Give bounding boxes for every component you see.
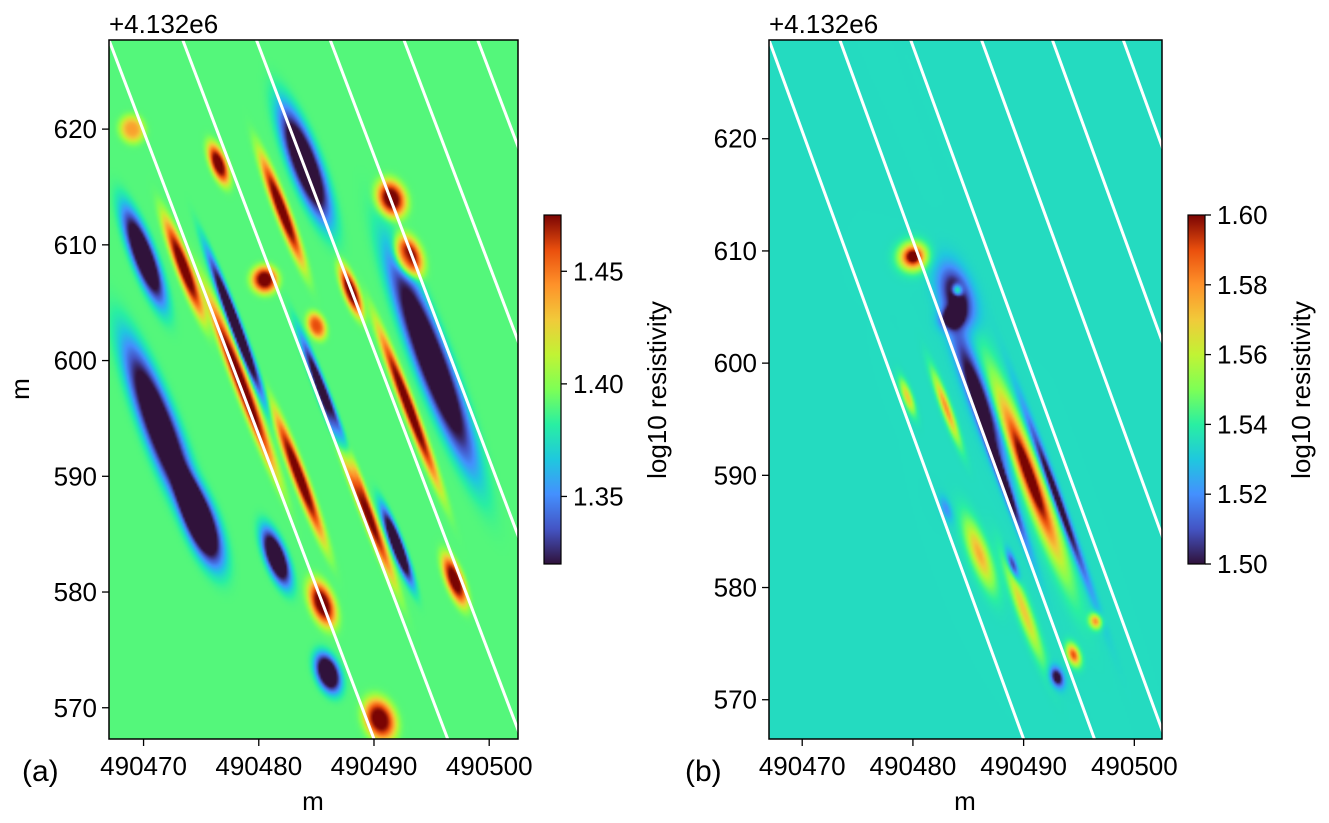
survey-line	[181, 40, 450, 739]
panel-b-x-axis: 490470 490480 490490 490500	[759, 739, 1178, 781]
colorbar-tick-label: 1.60	[1217, 200, 1268, 230]
panel-b-axes-frame	[768, 39, 1163, 740]
panel-b-resistivity-map	[769, 40, 1162, 739]
x-tick-label: 490470	[100, 751, 187, 781]
survey-line	[769, 40, 1026, 739]
y-tick-label: 570	[714, 685, 757, 715]
survey-line	[980, 40, 1162, 540]
panel-b-offset-text: +4.132e6	[769, 9, 878, 39]
panel-a-ylabel: m	[5, 378, 35, 400]
x-tick-label: 490490	[980, 751, 1067, 781]
survey-line	[255, 40, 518, 735]
y-tick-label: 590	[714, 460, 757, 490]
panel-b-colorbar-ticks: 1.50 1.52 1.54 1.56 1.58 1.60	[1205, 200, 1268, 579]
y-tick-label: 590	[54, 461, 97, 491]
y-tick-label: 600	[714, 348, 757, 378]
panel-a-colorbar-ticks: 1.35 1.40 1.45	[561, 256, 624, 511]
panel-a-label: (a)	[22, 755, 59, 788]
y-tick-label: 570	[54, 693, 97, 723]
panel-a-colorbar-gradient	[543, 214, 562, 565]
panel-a-plot-area	[109, 40, 518, 739]
y-tick-label: 620	[54, 114, 97, 144]
panel-b-colorbar-gradient	[1187, 214, 1206, 565]
x-tick-label: 490470	[759, 751, 846, 781]
y-tick-label: 620	[714, 124, 757, 154]
panel-a-axes-frame	[108, 39, 519, 740]
survey-line	[838, 40, 1096, 739]
x-tick-label: 490500	[1091, 751, 1178, 781]
colorbar-tick-label: 1.45	[573, 256, 624, 286]
x-tick-label: 490480	[870, 751, 957, 781]
panel-b-colorbar-label: log10 resistivity	[1286, 301, 1316, 479]
panel-b-colorbar: 1.50 1.52 1.54 1.56 1.58 1.60 log10 resistivi…	[1187, 200, 1316, 579]
survey-line	[402, 40, 518, 346]
x-tick-label: 490500	[446, 751, 533, 781]
panel-a-x-axis: 490470 490480 490490 490500	[100, 739, 533, 781]
panel-b-y-axis: 570 580 590 600 610 620	[714, 124, 769, 715]
y-tick-label: 600	[54, 346, 97, 376]
panel-a-y-axis: 570 580 590 600 610 620	[54, 114, 109, 723]
survey-line	[909, 40, 1162, 735]
y-tick-label: 610	[54, 230, 97, 260]
panel-a-colorbar-label: log10 resistivity	[642, 301, 672, 479]
y-tick-label: 580	[714, 573, 757, 603]
colorbar-tick-label: 1.56	[1217, 340, 1268, 370]
x-tick-label: 490480	[215, 751, 302, 781]
panel-a-colorbar: 1.35 1.40 1.45 log10 resistivity	[543, 214, 672, 565]
survey-line	[1050, 40, 1162, 346]
y-tick-label: 580	[54, 577, 97, 607]
survey-line	[109, 40, 376, 739]
panel-a-resistivity-map	[109, 40, 518, 739]
panel-b-xlabel: m	[954, 786, 976, 816]
panel-a-xlabel: m	[302, 786, 324, 816]
panel-a: +4.132e6 490470 490480 490490 490500 570 580…	[5, 9, 672, 816]
colorbar-tick-label: 1.58	[1217, 270, 1268, 300]
survey-line	[328, 40, 518, 540]
colorbar-tick-label: 1.40	[573, 369, 624, 399]
y-tick-label: 610	[714, 236, 757, 266]
panel-a-survey-lines	[109, 40, 518, 739]
panel-b-survey-lines	[769, 40, 1162, 739]
colorbar-tick-label: 1.52	[1217, 479, 1268, 509]
colorbar-tick-label: 1.54	[1217, 409, 1268, 439]
panel-b: +4.132e6 490470 490480 490490 490500 570 580…	[685, 9, 1316, 816]
panel-b-label: (b)	[685, 755, 722, 788]
panel-a-offset-text: +4.132e6	[109, 9, 218, 39]
panel-b-plot-area	[769, 40, 1162, 739]
colorbar-tick-label: 1.35	[573, 481, 624, 511]
x-tick-label: 490490	[331, 751, 418, 781]
colorbar-tick-label: 1.50	[1217, 549, 1268, 579]
